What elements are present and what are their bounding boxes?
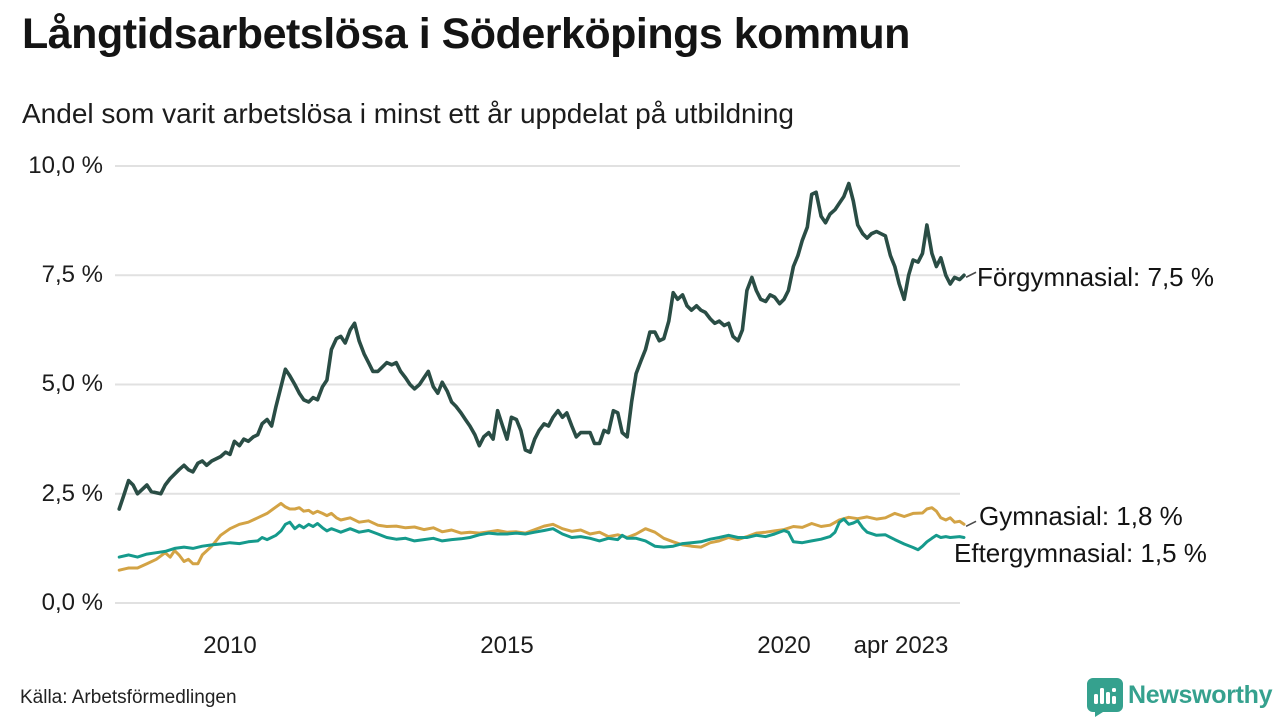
x-axis-tick-label: 2010 xyxy=(203,632,257,659)
x-axis-tick-label: 2020 xyxy=(757,632,811,659)
y-axis-tick-label: 2,5 % xyxy=(41,480,103,507)
y-axis-tick-label: 5,0 % xyxy=(41,370,103,397)
series-label-forgymnasial: Förgymnasial: 7,5 % xyxy=(977,262,1214,292)
series-label-gymnasial: Gymnasial: 1,8 % xyxy=(979,501,1183,531)
chart-subtitle: Andel som varit arbetslösa i minst ett å… xyxy=(22,98,794,129)
y-axis-tick-label: 7,5 % xyxy=(41,261,103,288)
source-note: Källa: Arbetsförmedlingen xyxy=(20,687,237,708)
chart-title: Långtidsarbetslösa i Söderköpings kommun xyxy=(22,10,910,58)
newsworthy-pin-barchart-icon xyxy=(1087,678,1123,717)
y-axis-tick-label: 0,0 % xyxy=(41,589,103,616)
series-label-eftergymnasial: Eftergymnasial: 1,5 % xyxy=(954,538,1207,568)
x-axis-tick-label: apr 2023 xyxy=(853,632,949,659)
y-axis-tick-label: 10,0 % xyxy=(28,152,103,179)
newsworthy-wordmark: Newsworthy xyxy=(1128,681,1273,709)
x-axis-tick-label: 2015 xyxy=(480,632,534,659)
